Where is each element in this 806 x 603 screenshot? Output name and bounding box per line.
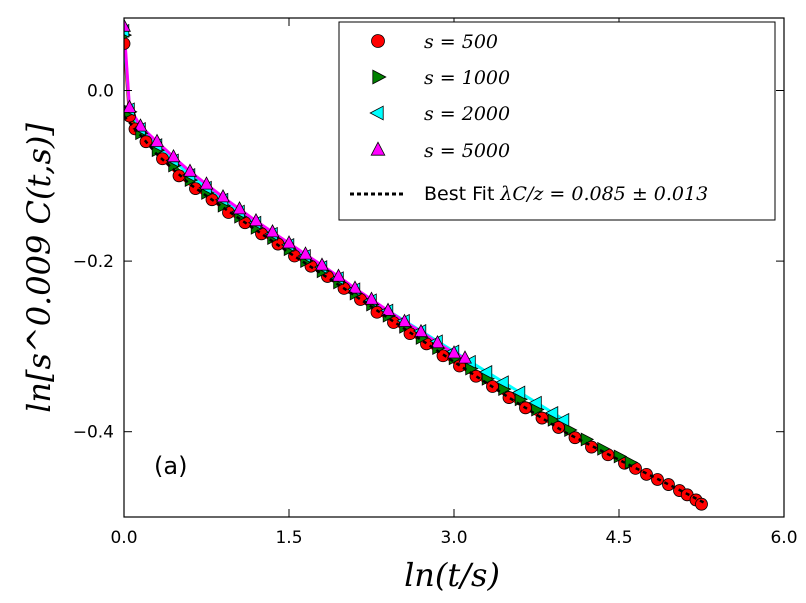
legend-label-s2000: s = 2000 — [424, 103, 510, 125]
point-s5000-9 — [249, 212, 263, 227]
point-s5000-11 — [282, 235, 296, 249]
point-s500-0 — [124, 37, 131, 50]
point-s5000-0 — [124, 18, 131, 32]
point-s1000-30 — [597, 441, 611, 456]
point-s5000-8 — [232, 201, 247, 215]
x-tick-label-3: 4.5 — [605, 528, 632, 548]
best-fit-line — [124, 115, 708, 506]
legend-marker-s5000 — [370, 141, 386, 156]
point-s5000-3 — [150, 133, 164, 147]
point-s5000-20 — [430, 334, 445, 349]
legend-label-fit: Best Fit λC/z = 0.085 ± 0.013 — [424, 183, 708, 205]
legend-frame — [338, 21, 776, 221]
point-s2000-24 — [495, 375, 509, 390]
point-s500-36 — [662, 478, 675, 491]
legend-marker-s1000 — [372, 69, 387, 85]
point-s5000-14 — [331, 268, 346, 282]
point-s5000-5 — [183, 163, 197, 177]
legend-markers — [369, 34, 387, 156]
point-s5000-1 — [124, 99, 137, 113]
point-s5000-6 — [199, 176, 214, 190]
point-s5000-4 — [166, 148, 181, 163]
legend-label-s500: s = 500 — [424, 31, 498, 53]
x-tick-label-4: 6.0 — [770, 528, 797, 548]
y-tick-label-1: −0.2 — [73, 252, 114, 272]
x-tick-label-1: 1.5 — [275, 528, 302, 548]
axis-ticks: 0.0 1.5 3.0 4.5 6.0 0.0 −0.2 −0.4 — [73, 18, 798, 548]
x-tick-label-0: 0.0 — [110, 528, 137, 548]
x-tick-label-2: 3.0 — [440, 528, 467, 548]
point-s5000-7 — [216, 189, 230, 203]
point-s5000-18 — [397, 313, 412, 327]
y-tick-label-2: −0.4 — [73, 423, 114, 443]
point-s5000-13 — [315, 257, 329, 271]
legend-label-s5000: s = 5000 — [424, 140, 510, 162]
x-axis-title: ln(t/s) — [404, 556, 500, 594]
point-s5000-10 — [265, 224, 280, 238]
point-s5000-15 — [348, 280, 362, 294]
y-axis-title: ln[s^0.009 C(t,s)] — [20, 123, 58, 413]
plot-series — [124, 18, 708, 511]
point-s2000-25 — [511, 385, 526, 400]
y-tick-label-0: 0.0 — [87, 82, 114, 102]
legend-fit-math: λC/z = 0.085 ± 0.013 — [499, 183, 708, 205]
legend-marker-s500 — [371, 34, 385, 48]
point-s2000-26 — [528, 395, 542, 410]
legend: s = 500 s = 1000 s = 2000 s = 5000 Best … — [338, 21, 776, 221]
point-s5000-19 — [414, 323, 428, 338]
point-s2000-27 — [544, 405, 559, 420]
point-s5000-22 — [458, 350, 472, 364]
best-fit-layer — [124, 115, 708, 506]
point-s500-27 — [535, 411, 549, 425]
point-s2000-28 — [555, 412, 570, 427]
legend-marker-s2000 — [369, 105, 384, 121]
panel-annotation: (a) — [154, 452, 187, 480]
point-s2000-23 — [478, 365, 493, 379]
point-s5000-12 — [298, 246, 313, 260]
legend-label-s1000: s = 1000 — [424, 67, 510, 89]
point-s5000-21 — [447, 345, 461, 359]
point-s500-40 — [695, 497, 708, 511]
point-s5000-2 — [133, 118, 148, 132]
legend-fit-name: Best Fit — [424, 183, 494, 205]
point-s5000-16 — [364, 291, 379, 305]
point-s5000-17 — [381, 302, 395, 316]
